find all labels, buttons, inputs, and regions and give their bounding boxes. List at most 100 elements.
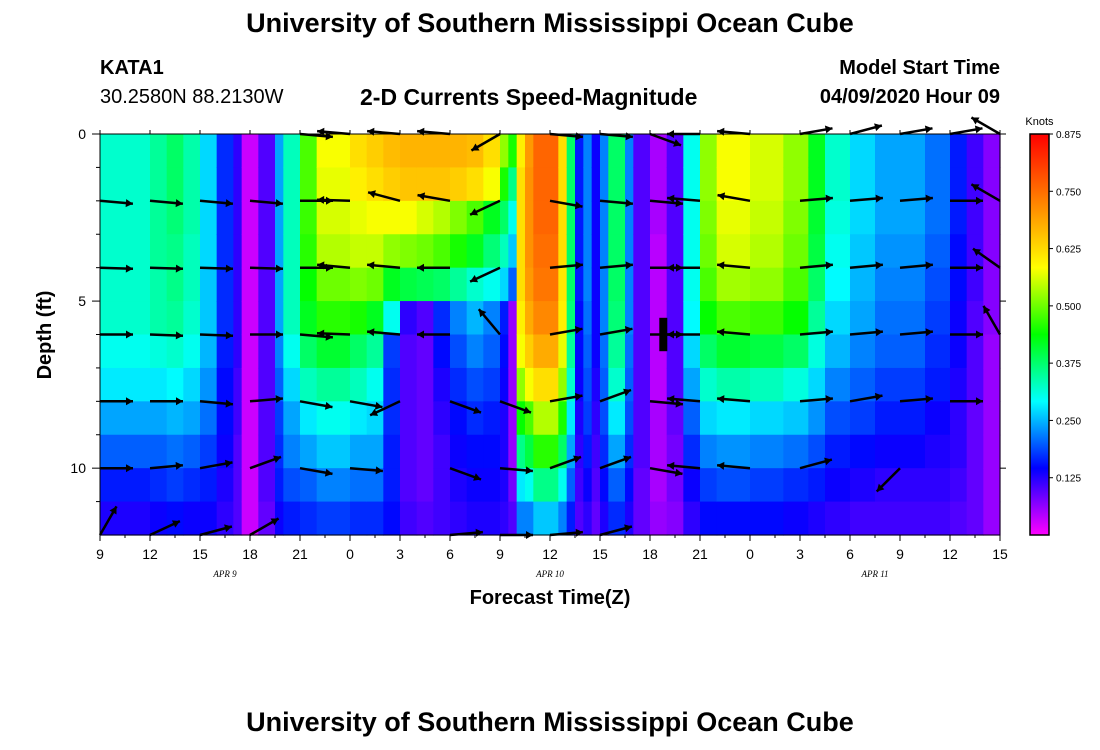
- heatmap-cell: [591, 501, 601, 536]
- heatmap-cell: [433, 501, 451, 536]
- current-arrow: [599, 388, 632, 403]
- heatmap-cell: [575, 401, 584, 436]
- current-arrow: [667, 330, 700, 339]
- heatmap-cell: [783, 334, 809, 369]
- heatmap-cell: [383, 200, 401, 235]
- heatmap-cell: [275, 200, 284, 235]
- heatmap-cell: [100, 334, 151, 369]
- heatmap-cell: [275, 167, 284, 202]
- heatmap-cell: [808, 334, 826, 369]
- heatmap-cell: [283, 334, 301, 369]
- heatmap-cell: [650, 367, 668, 402]
- heatmap-cell: [500, 234, 509, 269]
- heatmap-cell: [533, 334, 559, 369]
- current-vectors: [98, 116, 1002, 539]
- heatmap-cell: [700, 334, 718, 369]
- heatmap-cell: [608, 468, 626, 503]
- x-tick-label: 3: [396, 546, 404, 562]
- heatmap-cell: [283, 468, 301, 503]
- model-start-label: Model Start Time: [839, 57, 1000, 79]
- heatmap-cell: [825, 468, 851, 503]
- heatmap-cell: [300, 334, 318, 369]
- x-tick-label: 0: [346, 546, 354, 562]
- heatmap-cell: [166, 267, 184, 302]
- current-arrow: [549, 392, 583, 403]
- heatmap-cell: [183, 367, 201, 402]
- y-tick-label: 5: [78, 293, 86, 309]
- heatmap-cell: [625, 401, 634, 436]
- current-arrow: [349, 466, 384, 475]
- current-arrow: [369, 400, 401, 417]
- heatmap-cell: [400, 267, 418, 302]
- heatmap-cell: [241, 134, 259, 169]
- heatmap-cell: [166, 468, 184, 503]
- heatmap-cell: [383, 134, 401, 169]
- heatmap-cell: [416, 301, 434, 336]
- heatmap-cell: [466, 401, 484, 436]
- heatmap-cell: [275, 334, 284, 369]
- heatmap-cell: [600, 401, 609, 436]
- heatmap-cell: [200, 200, 218, 235]
- heatmap-cell: [925, 501, 951, 536]
- heatmap-cell: [300, 301, 318, 336]
- heatmap-cell: [808, 468, 826, 503]
- heatmap-cell: [433, 334, 451, 369]
- heatmap-cell: [533, 200, 559, 235]
- heatmap-cell: [716, 134, 751, 169]
- heatmap-cell: [591, 267, 601, 302]
- heatmap-cell: [683, 501, 701, 536]
- heatmap-cell: [300, 167, 318, 202]
- heatmap-cell: [466, 367, 484, 402]
- x-tick-label: 9: [96, 546, 104, 562]
- heatmap-cell: [666, 234, 684, 269]
- heatmap-cell: [683, 200, 701, 235]
- heatmap-cell: [433, 401, 451, 436]
- heatmap-cell: [500, 401, 509, 436]
- current-arrow: [799, 125, 833, 136]
- current-arrow: [849, 261, 884, 270]
- heatmap-cell: [241, 468, 259, 503]
- heatmap-cell: [650, 167, 668, 202]
- heatmap-cell: [166, 434, 184, 469]
- heatmap-cell: [558, 501, 568, 536]
- heatmap-cell: [633, 334, 651, 369]
- heatmap-cell: [416, 468, 434, 503]
- heatmap-cell: [516, 501, 526, 536]
- heatmap-cell: [666, 267, 684, 302]
- heatmap-cell: [216, 434, 234, 469]
- heatmap-cell: [533, 167, 559, 202]
- current-arrow: [199, 524, 233, 537]
- heatmap-cell: [966, 401, 984, 436]
- heatmap-cell: [566, 501, 576, 536]
- heatmap-cell: [925, 301, 951, 336]
- heatmap-cell: [783, 134, 809, 169]
- current-arrow: [366, 261, 401, 270]
- heatmap-cell: [383, 501, 401, 536]
- heatmap-cell: [483, 434, 501, 469]
- heatmap-cell: [875, 401, 926, 436]
- heatmap-cell: [566, 267, 576, 302]
- heatmap-cell: [583, 401, 593, 436]
- heatmap-cell: [433, 367, 451, 402]
- heatmap-cell: [808, 501, 826, 536]
- heatmap-cell: [216, 234, 234, 269]
- heatmap-cell: [241, 501, 259, 536]
- heatmap-cell: [450, 200, 468, 235]
- heatmap-cell: [416, 134, 434, 169]
- heatmap-cell: [591, 434, 601, 469]
- heatmap-cell: [450, 167, 468, 202]
- heatmap-cell: [183, 301, 201, 336]
- heatmap-cell: [416, 334, 434, 369]
- heatmap-cell: [433, 301, 451, 336]
- heatmap-cell: [925, 468, 951, 503]
- heatmap-cell: [716, 468, 751, 503]
- heatmap-cell: [525, 134, 534, 169]
- heatmap-cell: [575, 234, 584, 269]
- heatmap-cell: [150, 401, 168, 436]
- current-arrow: [849, 194, 884, 203]
- heatmap-cell: [966, 501, 984, 536]
- heatmap-cell: [300, 501, 318, 536]
- heatmap-cell: [258, 134, 276, 169]
- heatmap-cell: [808, 301, 826, 336]
- current-arrow: [477, 308, 501, 336]
